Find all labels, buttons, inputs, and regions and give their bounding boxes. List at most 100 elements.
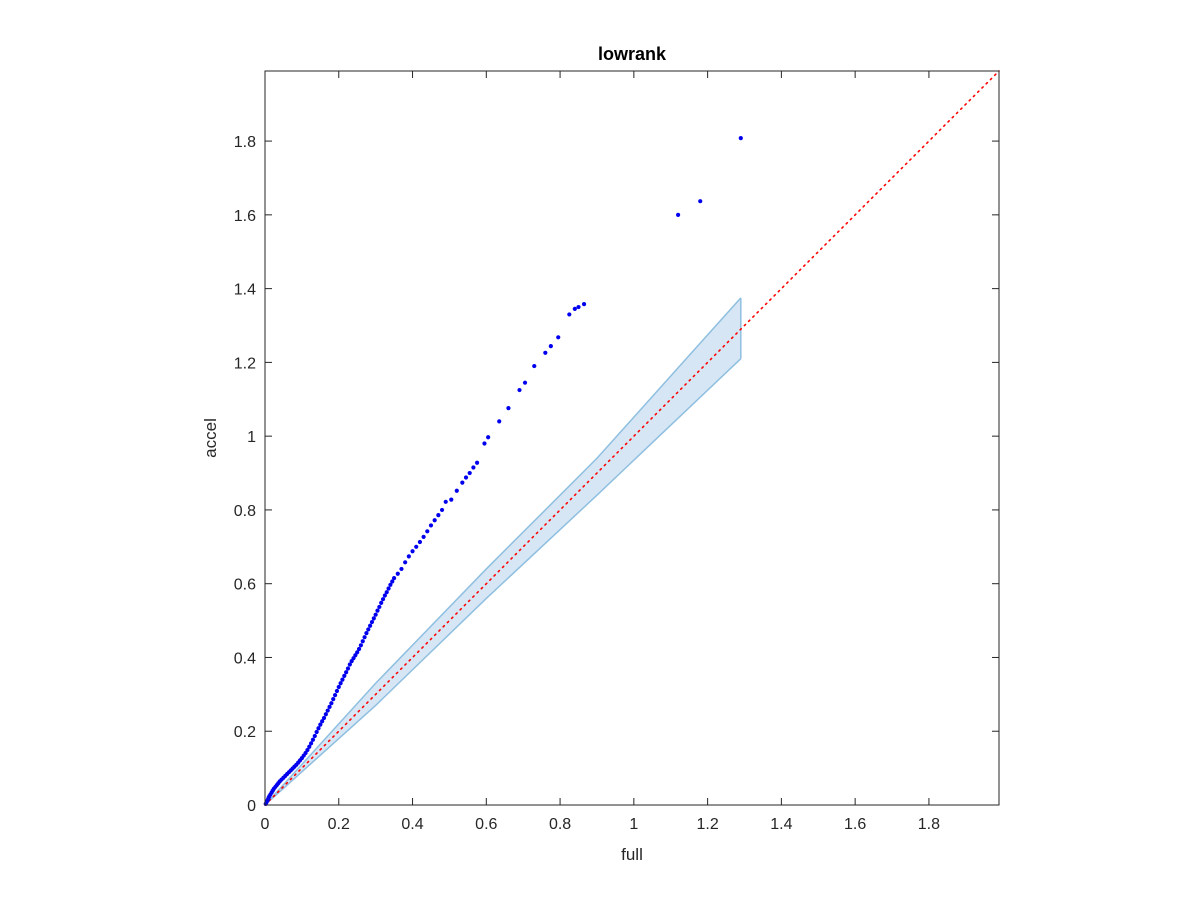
data-point — [532, 363, 537, 369]
data-point — [309, 741, 314, 746]
y-tick-label: 0 — [247, 798, 256, 815]
data-point — [482, 441, 487, 446]
data-point — [332, 692, 338, 698]
x-tick-label: 1.8 — [918, 816, 940, 833]
data-point — [474, 460, 480, 465]
y-tick-label: 0.2 — [234, 724, 256, 741]
x-tick-label: 0.6 — [475, 816, 497, 833]
data-point — [345, 666, 351, 671]
data-point — [421, 534, 426, 539]
data-point — [323, 712, 328, 717]
data-point — [342, 673, 347, 679]
data-point — [572, 306, 577, 312]
confidence-band — [265, 297, 741, 805]
data-point — [384, 590, 389, 595]
data-point — [344, 670, 349, 675]
data-point — [316, 726, 321, 731]
data-point — [336, 684, 341, 690]
data-point — [318, 722, 323, 727]
y-tick-label: 1.6 — [234, 208, 256, 225]
data-point — [305, 747, 310, 753]
data-point — [312, 733, 317, 739]
data-point — [325, 708, 330, 713]
data-point — [320, 719, 325, 724]
data-point — [377, 604, 382, 610]
data-point — [460, 480, 465, 485]
data-point — [366, 627, 371, 632]
data-point — [327, 704, 332, 709]
data-point — [406, 554, 411, 559]
data-point — [307, 744, 312, 749]
data-point — [698, 199, 703, 204]
data-point — [436, 512, 441, 518]
data-point — [347, 662, 352, 667]
y-tick-label: 0.6 — [234, 577, 256, 594]
plot-area — [263, 70, 1000, 806]
data-point — [432, 518, 437, 523]
x-axis-label: full — [621, 845, 643, 864]
data-point — [428, 523, 434, 528]
data-point — [321, 715, 327, 721]
data-point — [380, 597, 386, 602]
x-tick-label: 1.2 — [696, 816, 718, 833]
x-tick-label: 0.8 — [549, 816, 571, 833]
data-point — [449, 497, 454, 502]
data-point — [399, 566, 404, 572]
data-point — [362, 635, 367, 640]
data-point — [310, 737, 316, 742]
reference-line — [264, 70, 1000, 806]
data-point — [567, 312, 572, 317]
data-point — [486, 435, 491, 440]
y-tick-label: 1.2 — [234, 355, 256, 372]
data-point — [439, 507, 445, 513]
data-point — [556, 335, 561, 340]
data-point — [417, 539, 423, 545]
data-point — [358, 643, 363, 648]
data-point — [676, 212, 681, 217]
data-point — [395, 571, 400, 576]
data-point — [581, 302, 587, 307]
axes-box — [264, 70, 1000, 806]
data-point — [356, 646, 362, 652]
data-point — [355, 650, 360, 655]
data-point — [467, 470, 472, 476]
x-tick-label: 1 — [629, 816, 638, 833]
data-point — [334, 688, 340, 694]
data-point — [382, 593, 387, 598]
data-point — [543, 350, 548, 355]
data-point — [329, 701, 334, 706]
x-tick-label: 1.6 — [844, 816, 866, 833]
axes: 0 0.2 0.4 0.6 0.8 1 1.2 1.4 1.6 1.8 0 0.2 0.4 0.6 0.8 1… — [234, 70, 1000, 833]
data-point — [454, 488, 459, 493]
data-point — [340, 677, 345, 682]
x-tick-label: 0.2 — [328, 816, 350, 833]
data-point — [576, 304, 581, 310]
data-point — [368, 623, 373, 628]
data-point — [338, 681, 343, 686]
data-point — [314, 729, 319, 735]
data-point — [548, 344, 553, 349]
data-point — [506, 406, 511, 411]
data-point — [388, 582, 393, 587]
x-tick-label: 0.4 — [401, 816, 423, 833]
x-tick-label: 0 — [261, 816, 270, 833]
data-point — [386, 586, 391, 591]
data-point — [371, 616, 376, 621]
data-point — [517, 387, 522, 393]
y-tick-label: 1 — [247, 429, 256, 446]
band-upper-edge — [264, 297, 742, 806]
data-point — [364, 631, 369, 636]
data-point — [360, 639, 365, 644]
data-point — [410, 549, 415, 554]
data-point — [738, 136, 743, 141]
data-point — [414, 544, 419, 549]
data-point — [425, 529, 430, 534]
data-point — [390, 579, 395, 584]
data-point — [443, 499, 448, 504]
y-tick-label: 0.4 — [234, 650, 256, 667]
band-lower-edge — [264, 358, 742, 806]
data-point — [373, 612, 378, 617]
data-point — [379, 600, 384, 605]
data-point — [463, 475, 469, 480]
